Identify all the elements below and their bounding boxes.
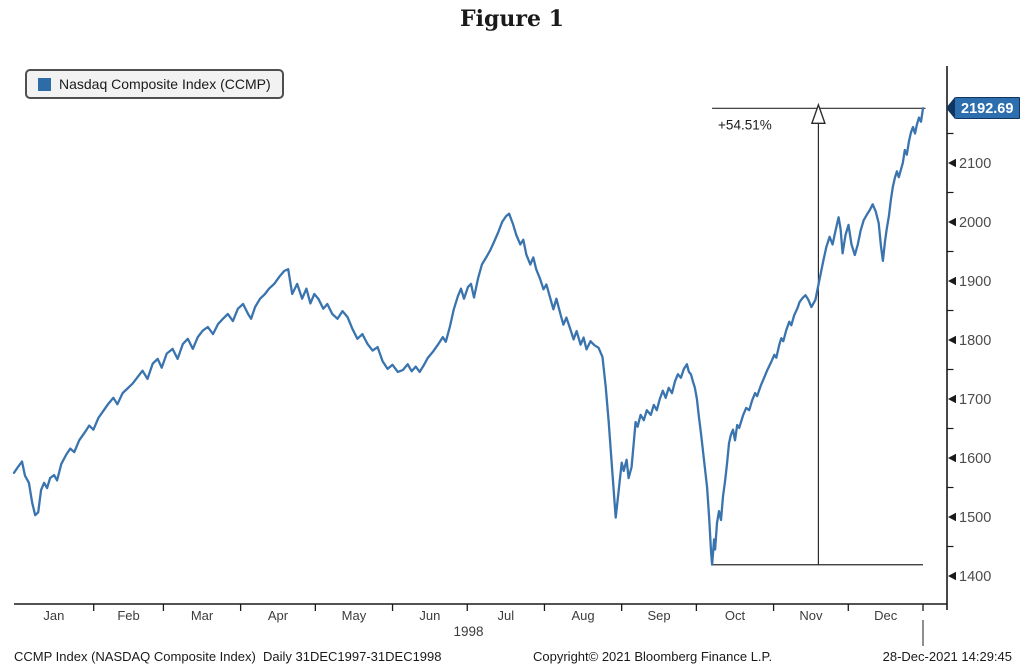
y-tick-arrow-icon: [948, 158, 956, 168]
price-tag-pointer-icon: [946, 97, 955, 119]
month-label: Oct: [725, 608, 746, 623]
month-label: Mar: [191, 608, 214, 623]
annotation-arrowhead-icon: [810, 102, 826, 125]
year-label: 1998: [453, 624, 483, 639]
y-tick-label: 1800: [959, 333, 991, 349]
month-label: Dec: [874, 608, 898, 623]
y-tick-arrow-icon: [948, 276, 956, 286]
footer-timestamp: 28-Dec-2021 14:29:45: [882, 649, 1012, 664]
legend-swatch-icon: [38, 77, 51, 91]
last-price-value: 2192.69: [955, 97, 1021, 119]
y-tick-label: 1400: [959, 569, 991, 585]
footer-copyright: Copyright© 2021 Bloomberg Finance L.P.: [533, 649, 773, 664]
month-label: Aug: [571, 608, 594, 623]
month-label: Jul: [498, 608, 515, 623]
y-tick-arrow-icon: [948, 571, 956, 581]
y-tick-arrow-icon: [948, 394, 956, 404]
price-line: [12, 107, 925, 566]
month-label: Jan: [43, 608, 64, 623]
chart-legend: Nasdaq Composite Index (CCMP): [25, 69, 284, 99]
legend-label: Nasdaq Composite Index (CCMP): [59, 76, 271, 92]
y-tick-arrow-icon: [948, 453, 956, 463]
y-tick-arrow-icon: [948, 512, 956, 522]
y-tick-label: 1700: [959, 392, 991, 408]
chart-footer: CCMP Index (NASDAQ Composite Index) Dail…: [0, 649, 1024, 669]
month-label: Apr: [268, 608, 289, 623]
month-label: Nov: [799, 608, 823, 623]
y-tick-arrow-icon: [948, 335, 956, 345]
month-label: Sep: [647, 608, 670, 623]
gain-annotation-label: +54.51%: [718, 117, 772, 132]
month-label: Jun: [419, 608, 440, 623]
y-tick-label: 2100: [959, 156, 991, 172]
y-tick-label: 1600: [959, 451, 991, 467]
footer-security-info: CCMP Index (NASDAQ Composite Index) Dail…: [14, 649, 442, 664]
y-tick-arrow-icon: [948, 217, 956, 227]
y-tick-label: 1500: [959, 510, 991, 526]
y-tick-label: 2000: [959, 215, 991, 231]
month-label: May: [342, 608, 367, 623]
y-tick-label: 1900: [959, 274, 991, 290]
figure-title: Figure 1: [460, 6, 564, 32]
month-label: Feb: [117, 608, 139, 623]
last-price-tag: 2192.69: [946, 97, 1021, 119]
